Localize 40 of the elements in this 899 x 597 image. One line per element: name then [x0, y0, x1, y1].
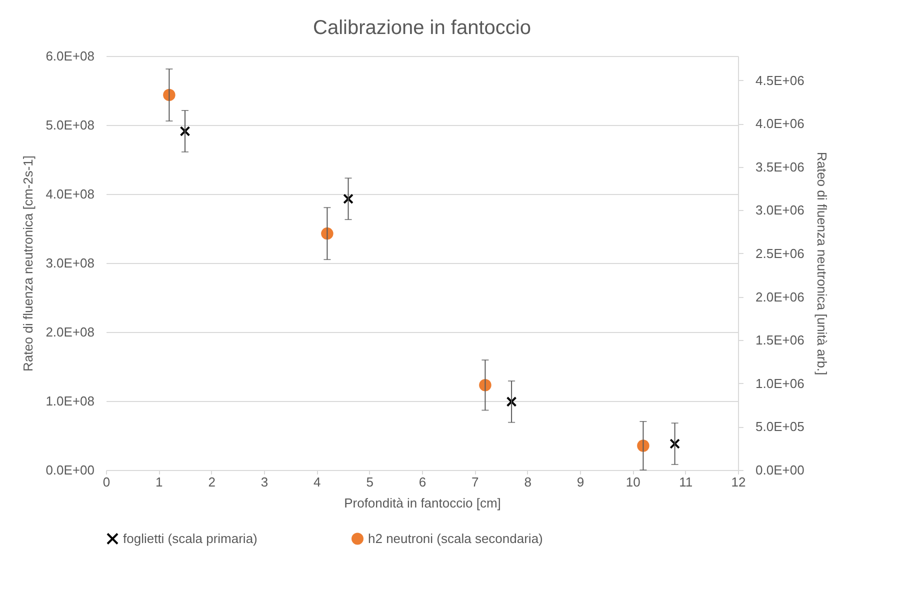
y2-tick-label: 5.0E+05: [756, 419, 804, 434]
x-tick-label: 5: [366, 474, 374, 490]
y2-tick-label: 3.0E+06: [756, 202, 804, 218]
y2-tick-label: 1.5E+06: [756, 332, 804, 348]
y-axis-title: Rateo di fluenza neutronica [cm-2s-1]: [20, 155, 36, 372]
chart-title: Calibrazione in fantoccio: [313, 17, 531, 39]
x-tick-label: 12: [731, 474, 746, 490]
x-tick-label: 7: [472, 474, 479, 490]
point: [670, 438, 680, 449]
point: [180, 126, 190, 136]
legend-label: foglietti (scala primaria): [123, 530, 258, 546]
y-tick-label: 0.0E+00: [46, 462, 94, 478]
y-tick-label: 1.0E+08: [46, 394, 94, 408]
x-tick-label: 1: [156, 474, 163, 490]
x-tick-label: 2: [208, 474, 216, 490]
y-tick-label: 2.0E+08: [46, 324, 94, 340]
point: [343, 194, 354, 204]
y-tick-label: 5.0E+08: [46, 118, 94, 132]
x-tick-label: 6: [418, 474, 426, 490]
y-tick-label: 4.0E+08: [46, 186, 94, 202]
y2-tick-label: 2.5E+06: [756, 246, 804, 261]
y2-tick-label: 0.0E+00: [756, 462, 804, 478]
y2-tick-label: 3.5E+06: [756, 159, 804, 174]
y-tick-label: 3.0E+08: [46, 256, 94, 270]
y2-tick-label: 2.0E+06: [756, 289, 804, 304]
x-tick-label: 8: [524, 474, 532, 490]
y2-tick-label: 4.0E+06: [756, 116, 804, 132]
legend-label: h2 neutroni (scala secondaria): [368, 530, 543, 546]
x-tick-label: 0: [102, 474, 110, 490]
x-tick-label: 3: [260, 474, 268, 490]
y-tick-label: 6.0E+08: [46, 48, 94, 64]
y2-tick-label: 4.5E+06: [756, 72, 804, 88]
x-tick-label: 9: [576, 474, 584, 490]
x-tick-label: 11: [679, 474, 693, 490]
x-tick-label: 10: [626, 474, 640, 490]
point: [506, 396, 517, 407]
x-axis-title: Profondità in fantoccio [cm]: [344, 496, 501, 510]
y2-tick-label: 1.0E+06: [756, 376, 804, 391]
x-tick-label: 4: [314, 474, 321, 490]
y2-axis-title: Rateo di fluenza neutronica [unità arb.]: [814, 152, 830, 376]
